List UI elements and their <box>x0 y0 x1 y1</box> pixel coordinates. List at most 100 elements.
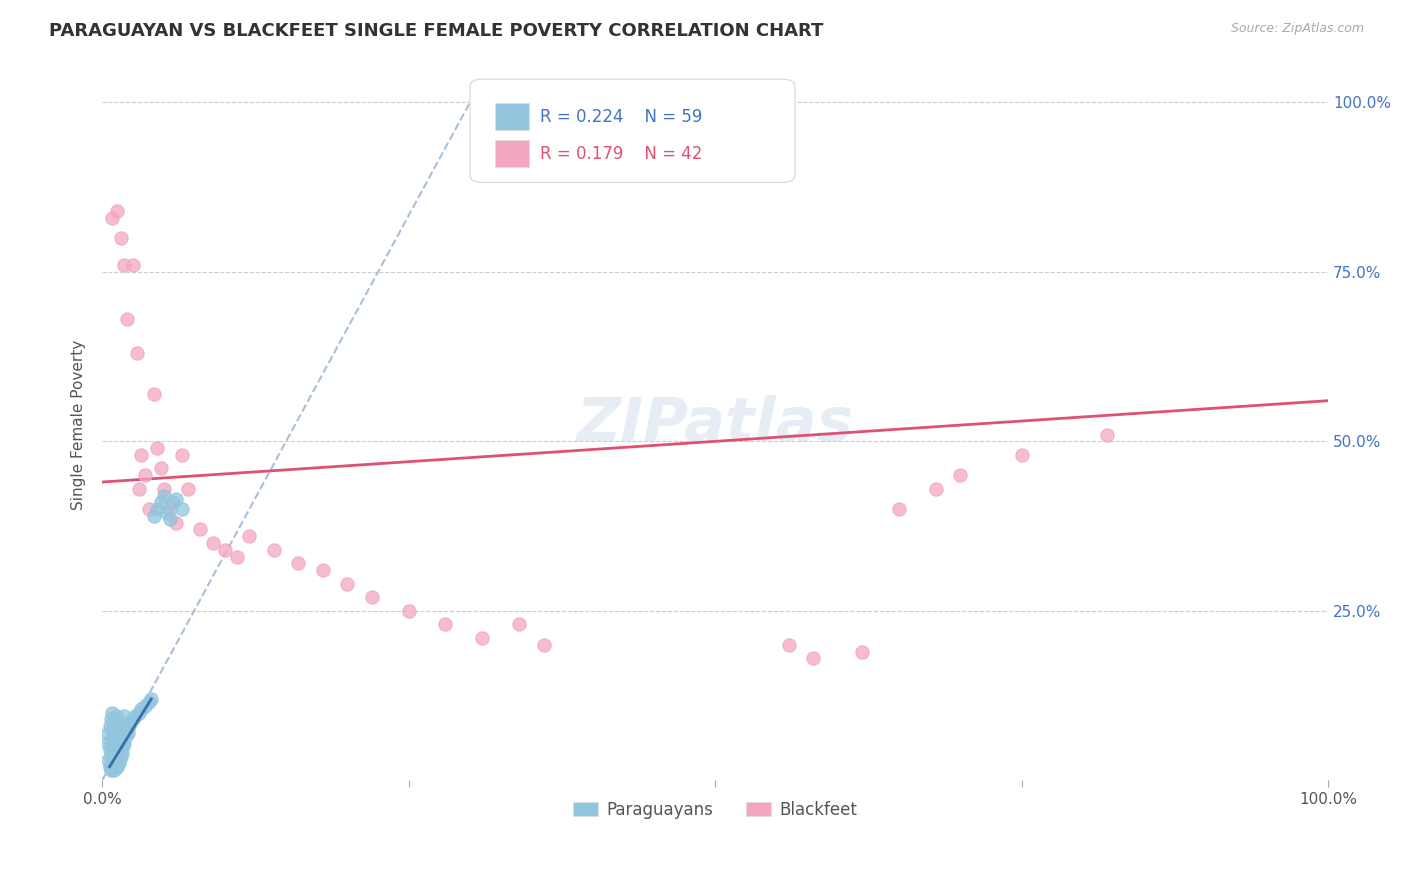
Point <box>111 746 134 760</box>
Point <box>287 557 309 571</box>
Point <box>159 502 181 516</box>
Point <box>125 346 148 360</box>
Point <box>100 712 122 726</box>
Point <box>312 563 335 577</box>
Point <box>150 495 173 509</box>
Text: ZIPatlas: ZIPatlas <box>576 395 853 454</box>
Point <box>471 631 494 645</box>
Point <box>115 312 138 326</box>
Point <box>120 715 142 730</box>
Point <box>131 702 153 716</box>
Point <box>104 709 127 723</box>
Point <box>117 726 139 740</box>
Point <box>801 651 824 665</box>
Point <box>101 211 124 225</box>
Point <box>97 726 120 740</box>
Point <box>508 617 530 632</box>
Bar <box>495 140 529 168</box>
Point <box>110 749 132 764</box>
Point <box>533 638 555 652</box>
Point <box>103 749 125 764</box>
Point <box>925 482 948 496</box>
Point <box>134 468 156 483</box>
Point <box>156 506 179 520</box>
Point <box>108 732 131 747</box>
Point <box>851 644 873 658</box>
Point <box>949 468 972 483</box>
Point <box>188 523 211 537</box>
Point <box>105 203 128 218</box>
Point <box>112 739 135 754</box>
Point <box>114 729 136 743</box>
Point <box>98 760 121 774</box>
Point <box>141 692 163 706</box>
Point <box>108 756 131 771</box>
Point <box>103 763 125 777</box>
Point <box>434 617 457 632</box>
Point <box>361 591 384 605</box>
Text: Source: ZipAtlas.com: Source: ZipAtlas.com <box>1230 22 1364 36</box>
Point <box>165 491 187 506</box>
Point <box>152 482 174 496</box>
Point <box>170 448 193 462</box>
Point <box>131 448 153 462</box>
Text: PARAGUAYAN VS BLACKFEET SINGLE FEMALE POVERTY CORRELATION CHART: PARAGUAYAN VS BLACKFEET SINGLE FEMALE PO… <box>49 22 824 40</box>
Point <box>146 502 169 516</box>
Point <box>142 508 165 523</box>
Point <box>104 739 127 754</box>
Point <box>105 743 128 757</box>
Point <box>124 709 146 723</box>
Point <box>112 736 135 750</box>
Point <box>398 604 420 618</box>
Point <box>111 715 134 730</box>
Legend: Paraguayans, Blackfeet: Paraguayans, Blackfeet <box>567 794 865 825</box>
Point <box>107 753 129 767</box>
Point <box>128 482 150 496</box>
Point <box>112 709 135 723</box>
Point <box>103 760 125 774</box>
Point <box>103 732 125 747</box>
Point <box>96 736 118 750</box>
Point <box>112 258 135 272</box>
Point <box>263 542 285 557</box>
Point <box>121 712 143 726</box>
FancyBboxPatch shape <box>470 79 794 182</box>
Point <box>100 763 122 777</box>
Point <box>336 576 359 591</box>
Point <box>115 723 138 737</box>
Point <box>142 387 165 401</box>
Point <box>107 729 129 743</box>
Point <box>101 706 124 720</box>
Point <box>138 695 160 709</box>
Point <box>98 743 121 757</box>
Bar <box>495 103 529 130</box>
Point <box>162 495 184 509</box>
Point <box>214 542 236 557</box>
Point <box>121 258 143 272</box>
Point <box>110 719 132 733</box>
Point <box>165 516 187 530</box>
Point <box>101 756 124 771</box>
Point <box>146 441 169 455</box>
Point <box>103 715 125 730</box>
Point <box>118 719 141 733</box>
Point <box>1097 427 1119 442</box>
Point <box>110 231 132 245</box>
Point <box>159 512 181 526</box>
Point <box>101 739 124 754</box>
Point <box>100 749 122 764</box>
Point <box>97 753 120 767</box>
Point <box>105 760 128 774</box>
Point <box>138 502 160 516</box>
Point <box>778 638 800 652</box>
Point <box>226 549 249 564</box>
Point <box>98 719 121 733</box>
Point <box>177 482 200 496</box>
Point <box>103 726 125 740</box>
Point <box>128 706 150 720</box>
Text: R = 0.224    N = 59: R = 0.224 N = 59 <box>540 108 702 126</box>
Point <box>150 461 173 475</box>
Y-axis label: Single Female Poverty: Single Female Poverty <box>72 339 86 509</box>
Point <box>170 502 193 516</box>
Point <box>1011 448 1033 462</box>
